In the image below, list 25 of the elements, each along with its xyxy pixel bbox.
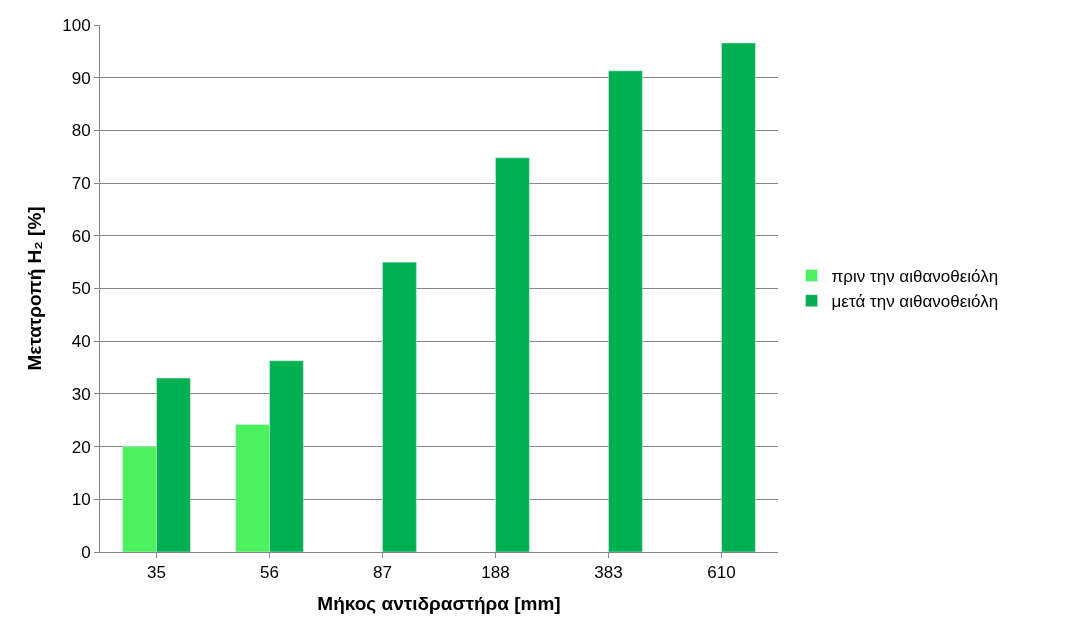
x-tick-label: 87	[373, 563, 392, 583]
y-tick-label: 50	[71, 279, 91, 299]
y-tick-label: 10	[71, 490, 91, 510]
bar	[608, 70, 643, 552]
bar	[495, 157, 530, 552]
y-tick-label: 70	[71, 174, 91, 194]
x-tick-label: 56	[260, 563, 279, 583]
y-tick-label: 80	[71, 121, 91, 141]
legend-label: πριν την αιθανοθειόλη	[831, 267, 999, 287]
bar	[721, 42, 756, 552]
y-tick-label: 60	[71, 226, 91, 246]
y-axis-title: Μετατροπή H₂ [%]	[24, 206, 46, 371]
bar	[382, 261, 417, 552]
x-tick-label: 35	[147, 563, 166, 583]
y-tick-label: 0	[81, 542, 91, 562]
x-tick-label: 383	[594, 563, 623, 583]
y-tick-label: 100	[62, 15, 91, 35]
x-tick-label: 188	[481, 563, 510, 583]
y-tick-label: 30	[71, 384, 91, 404]
y-tick-label: 90	[71, 68, 91, 88]
x-axis-title: Μήκος αντιδραστήρα [mm]	[317, 593, 561, 615]
x-tick-label: 610	[707, 563, 736, 583]
legend-label: μετά την αιθανοθειόλη	[831, 292, 999, 312]
y-tick-label: 20	[71, 437, 91, 457]
y-tick-label: 40	[71, 332, 91, 352]
